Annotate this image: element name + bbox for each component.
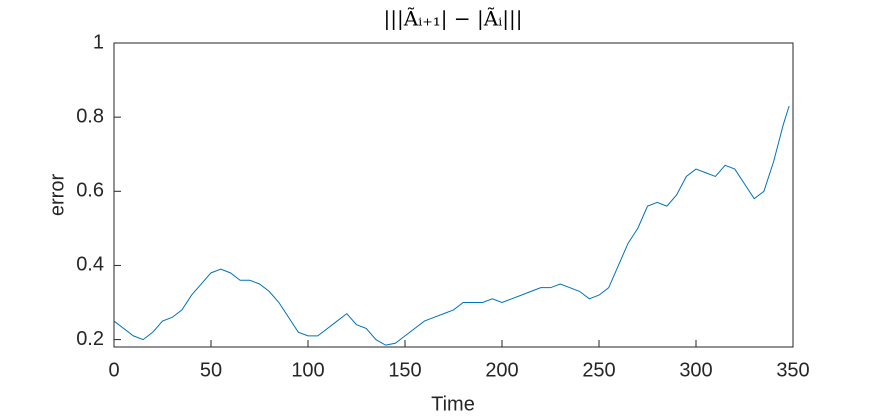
y-tick-label: 1 [93,31,104,53]
x-tick-label: 100 [291,359,324,381]
y-tick-label: 0.2 [76,328,104,350]
line-series [113,105,790,346]
y-axis-label: error [46,174,68,217]
x-tick-label: 150 [388,359,421,381]
plot-frame [113,42,794,348]
x-tick-label: 50 [200,359,222,381]
y-tick-label: 0.4 [76,254,104,276]
x-tick-label: 300 [679,359,712,381]
x-tick-label: 200 [485,359,518,381]
y-tick-label: 0.6 [76,180,104,202]
x-tick-label: 350 [776,359,809,381]
x-axis-label: Time [431,393,475,415]
x-tick-label: 0 [108,359,119,381]
chart-title: |||Ãᵢ₊₁| − |Ãᵢ||| [384,7,523,32]
x-tick-label: 250 [582,359,615,381]
y-tick-label: 0.8 [76,105,104,127]
